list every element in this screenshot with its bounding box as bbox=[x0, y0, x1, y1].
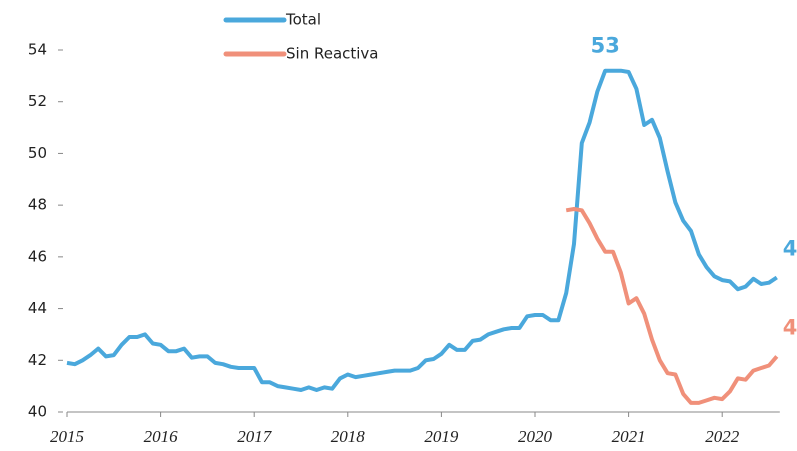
legend-label: Total bbox=[285, 11, 321, 29]
legend-label: Sin Reactiva bbox=[286, 45, 379, 63]
x-tick-label: 2022 bbox=[705, 427, 740, 446]
x-tick-label: 2016 bbox=[144, 427, 179, 446]
series-line bbox=[66, 68, 778, 392]
x-tick-label: 2015 bbox=[50, 427, 84, 446]
x-tick-label: 2017 bbox=[237, 427, 273, 446]
y-tick-label: 46 bbox=[28, 247, 47, 265]
y-tick-label: 52 bbox=[28, 92, 47, 110]
x-tick-label: 2018 bbox=[331, 427, 366, 446]
y-tick-label: 54 bbox=[28, 41, 47, 59]
y-tick-label: 48 bbox=[28, 196, 47, 214]
series-line bbox=[565, 207, 779, 405]
end-label: 42 bbox=[783, 315, 797, 339]
y-tick-label: 42 bbox=[28, 351, 47, 369]
x-tick-label: 2020 bbox=[518, 427, 553, 446]
peak-label: 53 bbox=[591, 34, 620, 58]
y-tick-label: 40 bbox=[28, 403, 47, 421]
end-label: 45 bbox=[783, 237, 797, 261]
x-tick-label: 2021 bbox=[612, 427, 646, 446]
y-tick-label: 50 bbox=[28, 144, 47, 162]
y-tick-label: 44 bbox=[28, 299, 47, 317]
x-tick-label: 2019 bbox=[424, 427, 459, 446]
